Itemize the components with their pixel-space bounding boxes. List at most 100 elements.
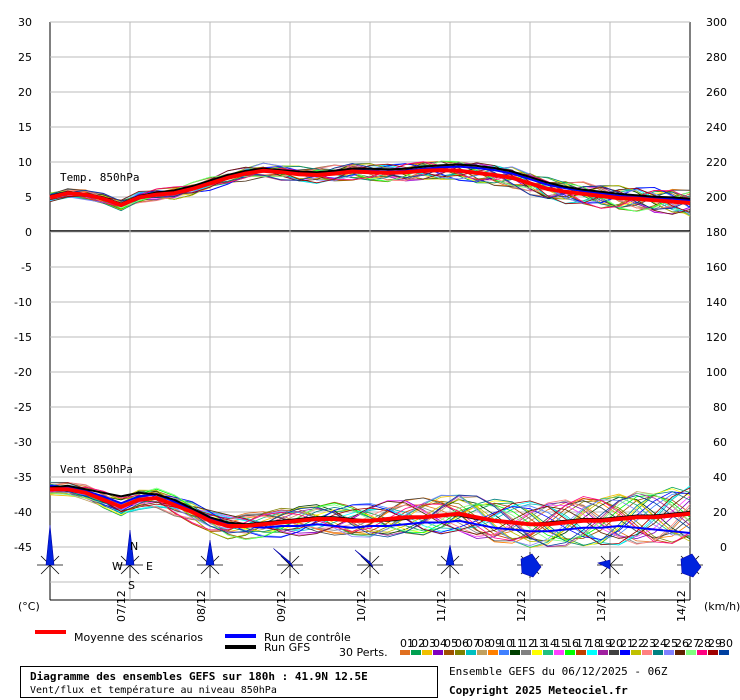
- temp-perturbation-line: [49, 163, 691, 213]
- perturbation-swatch: [521, 650, 531, 655]
- y-tick-left: -5: [21, 261, 32, 274]
- title-box: Diagramme des ensembles GEFS sur 180h : …: [20, 666, 438, 698]
- y-tick-right: 100: [706, 366, 727, 379]
- copyright: Copyright 2025 Meteociel.fr: [449, 684, 628, 697]
- y-tick-left: 15: [18, 121, 32, 134]
- y-tick-left: -10: [14, 296, 32, 309]
- perturbation-number: 12: [521, 637, 535, 650]
- wind-rose-petal: [45, 524, 55, 566]
- perturbation-swatch: [631, 650, 641, 655]
- perturbation-number: 28: [697, 637, 711, 650]
- perturbation-number: 13: [532, 637, 546, 650]
- perturbation-swatch: [620, 650, 630, 655]
- x-tick-label: 07/12: [115, 590, 128, 622]
- gfs-swatch: [225, 645, 256, 649]
- perturbation-number: 02: [411, 637, 425, 650]
- y-tick-right: 20: [713, 506, 727, 519]
- chart-subtitle: Vent/flux et température au niveau 850hP…: [30, 685, 277, 696]
- perturbation-swatch: [587, 650, 597, 655]
- perturbation-swatch: [411, 650, 421, 655]
- perturbation-swatch: [697, 650, 707, 655]
- y-tick-right: 160: [706, 261, 727, 274]
- perturbation-legend: 0102030405060708091011121314151617181920…: [400, 637, 733, 655]
- perturbation-number: 14: [543, 637, 557, 650]
- compass-letter: N: [130, 540, 138, 553]
- temp-mean-line: [49, 168, 691, 208]
- wind-rose-axis: [360, 555, 380, 575]
- temp-panel-label: Temp. 850hPa: [60, 171, 139, 184]
- perturbation-swatch: [686, 650, 696, 655]
- x-tick-label: 14/12: [675, 590, 688, 622]
- wind-perturbation-line: [49, 490, 691, 542]
- wind-rose: [517, 552, 543, 578]
- wind-rose: [117, 529, 143, 578]
- mean-legend-label: Moyenne des scénarios: [74, 631, 203, 644]
- temp-perturbation-line: [49, 162, 691, 210]
- x-tick-label: 11/12: [435, 590, 448, 622]
- wind-rose-axis: [280, 555, 300, 575]
- y-tick-left: 25: [18, 51, 32, 64]
- perturbation-swatch: [708, 650, 718, 655]
- y-tick-right: 280: [706, 51, 727, 64]
- control-legend-label: Run de contrôle: [264, 631, 351, 644]
- temp-gfs-line: [49, 163, 691, 205]
- perturbation-swatch: [543, 650, 553, 655]
- perturbation-swatch: [499, 650, 509, 655]
- perturbation-swatch: [664, 650, 674, 655]
- perturbation-swatch: [455, 650, 465, 655]
- perturbation-number: 22: [631, 637, 645, 650]
- y-tick-left: -25: [14, 401, 32, 414]
- perturbation-swatch: [444, 650, 454, 655]
- y-tick-right: 80: [713, 401, 727, 414]
- perturbation-number: 29: [708, 637, 722, 650]
- wind-rose-petal: [445, 544, 455, 566]
- perturbation-swatch: [609, 650, 619, 655]
- y-tick-left: 5: [25, 191, 32, 204]
- wind-rose: [677, 552, 703, 578]
- wind-rose: [354, 549, 383, 578]
- x-tick-label: 13/12: [595, 590, 608, 622]
- wind-rose: [273, 548, 303, 578]
- wind-rose-petal: [597, 559, 611, 570]
- perturbation-number: 01: [400, 637, 414, 650]
- compass-letter: S: [128, 579, 135, 592]
- perturbation-number: 17: [576, 637, 590, 650]
- perturbation-swatch: [598, 650, 608, 655]
- y-tick-right: 200: [706, 191, 727, 204]
- perturbation-number: 21: [620, 637, 634, 650]
- control-swatch: [225, 634, 256, 638]
- perturbation-swatch: [400, 650, 410, 655]
- y-tick-right: 0: [720, 541, 727, 554]
- wind-perturbation-line: [49, 489, 691, 547]
- x-tick-label: 09/12: [275, 590, 288, 622]
- y-tick-left: -30: [14, 436, 32, 449]
- perturbation-swatch: [565, 650, 575, 655]
- wind-rose-petal: [125, 529, 135, 566]
- y-tick-left: -40: [14, 506, 32, 519]
- perturbation-number: 26: [675, 637, 689, 650]
- x-tick-label: 12/12: [515, 590, 528, 622]
- perturbation-number: 15: [554, 637, 568, 650]
- perturbation-swatch: [719, 650, 729, 655]
- axis-ticks: 30 25 20 15 10 5 0 -5 -10 -15 -20 -25 -30 -35 -40 -45 30…: [14, 16, 727, 622]
- perturbation-swatch: [532, 650, 542, 655]
- wind-roses: NW ES: [37, 524, 703, 592]
- mean-swatch: [35, 630, 66, 634]
- temp-perturbation-line: [49, 161, 691, 209]
- perturbation-swatch: [422, 650, 432, 655]
- perturbation-swatch: [510, 650, 520, 655]
- perturbation-number: 10: [499, 637, 513, 650]
- wind-mean-line: [50, 487, 691, 528]
- wind-perturbation-line: [49, 482, 691, 545]
- wind-perturbation-line: [49, 481, 691, 546]
- wind-rose-petal: [354, 549, 374, 568]
- perturbation-number: 07: [466, 637, 480, 650]
- wind-rose: [437, 544, 463, 578]
- perturbation-swatch: [488, 650, 498, 655]
- y-tick-left: -15: [14, 331, 32, 344]
- gfs-legend-label: Run GFS: [264, 641, 310, 654]
- perturbation-number: 24: [653, 637, 667, 650]
- wind-perturbation-line: [49, 489, 691, 542]
- compass-letter: E: [146, 560, 153, 573]
